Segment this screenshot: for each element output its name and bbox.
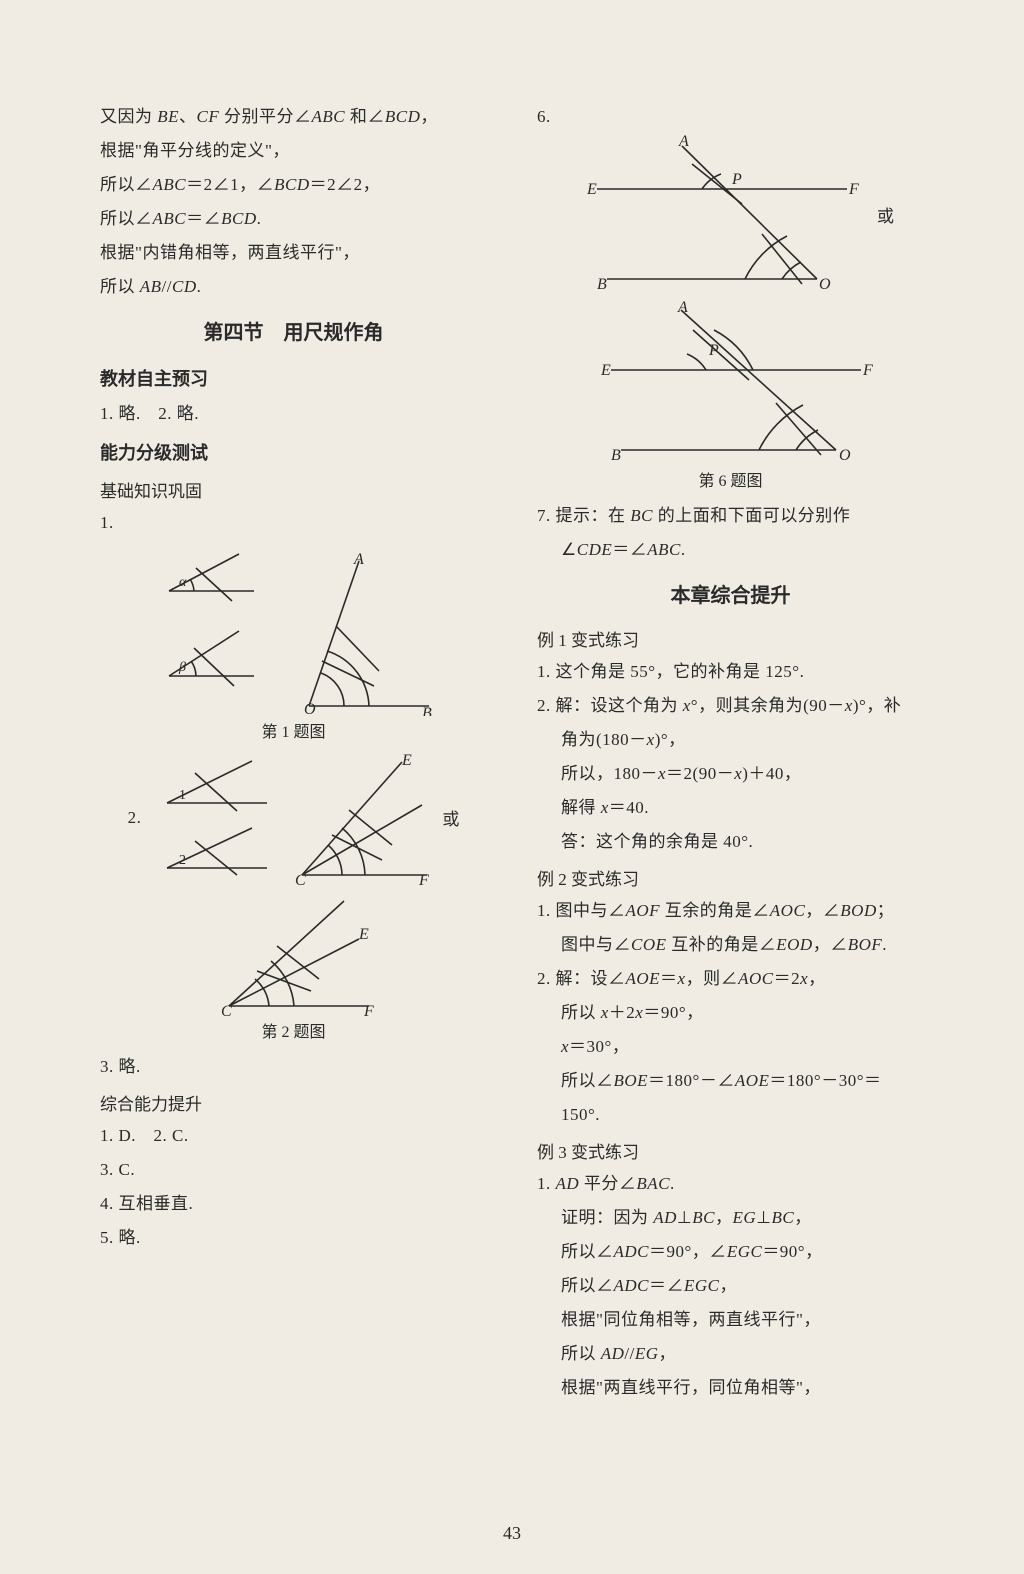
figure-1-caption: 第 1 题图 — [100, 718, 487, 742]
text-line: 1. AD 平分∠BAC. — [537, 1167, 924, 1201]
svg-text:β: β — [178, 660, 186, 675]
figure-6-caption: 第 6 题图 — [537, 467, 924, 491]
svg-text:F: F — [848, 181, 859, 198]
ex2-heading: 例 2 变式练习 — [537, 865, 924, 890]
text-line: 3. 略. — [100, 1050, 487, 1084]
svg-text:B: B — [611, 447, 621, 464]
svg-text:F: F — [862, 362, 873, 379]
question-1: 1. — [100, 506, 487, 540]
svg-text:A: A — [677, 300, 688, 316]
text-line: 所以 AB//CD. — [100, 270, 487, 304]
svg-text:E: E — [586, 181, 597, 198]
text-line: 图中与∠COE 互补的角是∠EOD，∠BOF. — [537, 928, 924, 962]
svg-text:F: F — [363, 1003, 374, 1016]
svg-text:B: B — [422, 705, 432, 716]
text-line: 又因为 BE、CF 分别平分∠ABC 和∠BCD， — [100, 100, 487, 134]
text-line: 7. 提示：在 BC 的上面和下面可以分别作 — [537, 499, 924, 533]
diagram-q6b-icon: E F B O A P — [581, 300, 881, 465]
test-heading: 能力分级测试 — [100, 439, 487, 465]
svg-text:α: α — [179, 575, 187, 590]
text-line: 角为(180－x)°， — [537, 723, 924, 757]
svg-text:2: 2 — [179, 853, 186, 868]
svg-text:P: P — [708, 342, 719, 359]
svg-text:C: C — [221, 1003, 232, 1016]
text-line: 所以∠ADC＝90°，∠EGC＝90°， — [537, 1235, 924, 1269]
section-title: 第四节 用尺规作角 — [100, 316, 487, 345]
question-2-row: 2. 1 2 — [100, 750, 487, 885]
text-line: 根据"同位角相等，两直线平行"， — [537, 1303, 924, 1337]
text-line: 1. 图中与∠AOF 互余的角是∠AOC，∠BOD； — [537, 894, 924, 928]
or-label: 或 — [877, 202, 894, 227]
text-line: 所以，180－x＝2(90－x)＋40， — [537, 757, 924, 791]
basic-heading: 基础知识巩固 — [100, 477, 487, 502]
preview-heading: 教材自主预习 — [100, 365, 487, 391]
text-line: 2. 解：设∠AOE＝x，则∠AOC＝2x， — [537, 962, 924, 996]
figure-2-caption: 第 2 题图 — [100, 1018, 487, 1042]
page-number: 43 — [0, 1523, 1024, 1544]
text-line: 所以∠ADC＝∠EGC， — [537, 1269, 924, 1303]
text-line: 答：这个角的余角是 40°. — [537, 825, 924, 859]
diagram-q2b-icon: C F E — [287, 750, 432, 885]
text-line: 解得 x＝40. — [537, 791, 924, 825]
text-line: 根据"两直线平行，同位角相等"， — [537, 1371, 924, 1405]
svg-text:O: O — [819, 276, 831, 293]
improve-heading: 综合能力提升 — [100, 1090, 487, 1115]
text-line: 1. D. 2. C. — [100, 1119, 487, 1153]
figure-6a-row: E F B O A P 或 — [537, 134, 924, 294]
text-line: 5. 略. — [100, 1221, 487, 1255]
svg-text:O: O — [304, 701, 316, 716]
text-line: 4. 互相垂直. — [100, 1187, 487, 1221]
figure-2b: C F E — [100, 891, 487, 1016]
figure-6b: E F B O A P — [537, 300, 924, 465]
text-line: 2. 解：设这个角为 x°，则其余角为(90－x)°，补 — [537, 689, 924, 723]
text-line: 所以 AD//EG， — [537, 1337, 924, 1371]
chapter-title: 本章综合提升 — [537, 579, 924, 608]
text-line: 证明：因为 AD⊥BC，EG⊥BC， — [537, 1201, 924, 1235]
svg-text:E: E — [358, 926, 369, 943]
figure-1: α β O B A — [100, 546, 487, 716]
text-line: 1. 这个角是 55°，它的补角是 125°. — [537, 655, 924, 689]
diagram-q2a-icon: 1 2 — [157, 753, 277, 883]
svg-text:1: 1 — [179, 788, 186, 803]
question-2-label: 2. — [128, 801, 142, 835]
text-line: 所以∠ABC＝2∠1，∠BCD＝2∠2， — [100, 168, 487, 202]
text-line: 150°. — [537, 1098, 924, 1132]
diagram-q6a-icon: E F B O A P — [567, 134, 867, 294]
text-line: 3. C. — [100, 1153, 487, 1187]
text-line: 所以 x＋2x＝90°， — [537, 996, 924, 1030]
text-line: 所以∠BOE＝180°－∠AOE＝180°－30°＝ — [537, 1064, 924, 1098]
svg-text:E: E — [401, 752, 412, 769]
svg-text:A: A — [678, 134, 689, 150]
svg-text:C: C — [295, 872, 306, 885]
svg-text:F: F — [418, 872, 429, 885]
svg-text:E: E — [600, 362, 611, 379]
text-line: 所以∠ABC＝∠BCD. — [100, 202, 487, 236]
text-line: 根据"内错角相等，两直线平行"， — [100, 236, 487, 270]
text-line: 1. 略. 2. 略. — [100, 397, 487, 431]
left-column: 又因为 BE、CF 分别平分∠ABC 和∠BCD， 根据"角平分线的定义"， 所… — [100, 100, 487, 1514]
ex3-heading: 例 3 变式练习 — [537, 1138, 924, 1163]
text-line: x＝30°， — [537, 1030, 924, 1064]
question-6-label: 6. — [537, 100, 924, 134]
or-label: 或 — [442, 805, 459, 830]
text-line: 根据"角平分线的定义"， — [100, 134, 487, 168]
svg-text:B: B — [597, 276, 607, 293]
text-line: ∠CDE＝∠ABC. — [537, 533, 924, 567]
svg-text:P: P — [731, 171, 742, 188]
diagram-q1-icon: α β O B A — [154, 546, 434, 716]
right-column: 6. E F B O A P 或 — [537, 100, 924, 1514]
diagram-q2c-icon: C F E — [209, 891, 379, 1016]
ex1-heading: 例 1 变式练习 — [537, 626, 924, 651]
svg-text:A: A — [353, 551, 364, 568]
svg-text:O: O — [839, 447, 851, 464]
